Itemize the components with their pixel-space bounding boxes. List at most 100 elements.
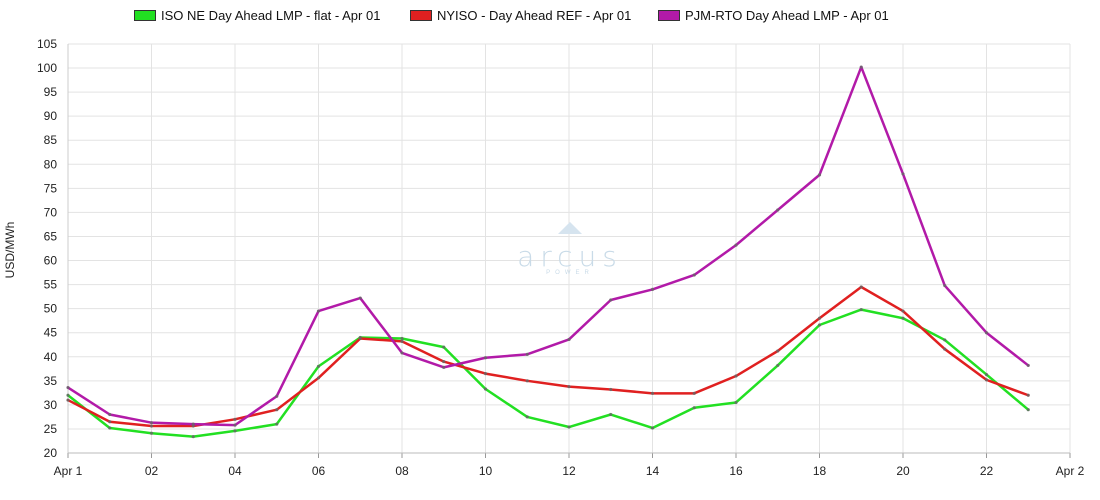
watermark-caret-icon	[558, 222, 582, 234]
x-tick-label: 20	[896, 464, 910, 478]
data-point	[275, 422, 279, 426]
y-tick-label: 90	[44, 109, 58, 123]
data-point	[734, 400, 738, 405]
legend-item-pjm[interactable]: PJM-RTO Day Ahead LMP - Apr 01	[658, 8, 889, 23]
data-point	[1026, 363, 1030, 368]
data-point	[901, 309, 905, 313]
data-point	[191, 422, 195, 426]
data-point	[776, 363, 780, 368]
data-point	[692, 391, 696, 395]
data-point	[442, 345, 446, 349]
data-point	[149, 431, 154, 435]
data-point	[316, 309, 321, 313]
x-tick-label: 14	[646, 464, 660, 478]
x-tick-label: 12	[562, 464, 576, 478]
data-point	[483, 372, 488, 376]
y-axis-title: USD/MWh	[3, 221, 17, 279]
data-point	[108, 412, 112, 417]
data-point	[692, 406, 696, 410]
x-tick-label: 08	[395, 464, 409, 478]
data-point	[984, 372, 989, 377]
data-point	[817, 316, 822, 320]
data-point	[609, 387, 613, 392]
x-tick-label: Apr 2	[1056, 464, 1085, 478]
data-point	[275, 394, 279, 398]
data-point	[1026, 408, 1030, 412]
data-point	[943, 283, 947, 288]
data-point	[901, 172, 905, 176]
y-tick-label: 45	[44, 326, 58, 340]
y-tick-label: 30	[44, 398, 58, 412]
data-point	[859, 65, 863, 69]
legend-item-nyiso[interactable]: NYISO - Day Ahead REF - Apr 01	[410, 8, 631, 23]
y-tick-label: 100	[37, 61, 57, 75]
watermark-brand: arcus	[517, 240, 623, 273]
x-tick-label: 16	[729, 464, 743, 478]
x-tick-label: 02	[145, 464, 159, 478]
data-point	[650, 391, 655, 395]
data-point	[400, 351, 404, 355]
data-point	[483, 356, 488, 360]
data-point	[233, 429, 237, 433]
data-point	[400, 336, 404, 341]
legend-swatch-iso-ne	[134, 10, 156, 21]
data-point	[567, 425, 571, 429]
y-axis-title-wrap: USD/MWh	[0, 200, 20, 300]
legend-label-iso-ne: ISO NE Day Ahead LMP - flat - Apr 01	[161, 8, 381, 23]
legend-label-pjm: PJM-RTO Day Ahead LMP - Apr 01	[685, 8, 889, 23]
data-point	[567, 337, 571, 342]
chart-legend: ISO NE Day Ahead LMP - flat - Apr 01 NYI…	[0, 8, 1100, 28]
data-point	[609, 412, 613, 417]
x-tick-label: 10	[479, 464, 493, 478]
data-point	[650, 287, 655, 291]
y-tick-label: 60	[44, 254, 58, 268]
data-point	[525, 415, 529, 419]
data-point	[650, 426, 655, 430]
y-tick-label: 35	[44, 374, 58, 388]
data-point	[817, 323, 822, 327]
data-point	[1026, 393, 1030, 397]
data-point	[149, 424, 154, 428]
data-point	[66, 398, 70, 402]
chart-grid	[67, 43, 1071, 454]
data-point	[400, 339, 404, 343]
data-point	[66, 385, 70, 390]
data-point	[943, 347, 947, 351]
data-point	[275, 408, 279, 412]
y-tick-label: 50	[44, 302, 58, 316]
chart-axes: 20 25 30 35 40 45 50 55 60 65 70 75 80 85 90 95 100 105 Ap…	[37, 37, 1085, 478]
legend-item-iso-ne[interactable]: ISO NE Day Ahead LMP - flat - Apr 01	[134, 8, 380, 23]
x-tick-label: Apr 1	[54, 464, 83, 478]
legend-swatch-nyiso	[410, 10, 432, 21]
data-point	[609, 298, 613, 302]
data-point	[525, 352, 529, 356]
data-point	[358, 336, 362, 341]
y-tick-label: 20	[44, 446, 58, 460]
arcus-power-watermark: arcus POWER	[512, 222, 628, 282]
data-point	[233, 423, 237, 427]
data-point	[734, 374, 738, 378]
data-point	[316, 364, 321, 368]
y-tick-label: 65	[44, 229, 58, 243]
x-tick-label: 06	[312, 464, 326, 478]
data-point	[817, 173, 822, 177]
data-point	[943, 338, 947, 342]
data-point	[108, 426, 112, 430]
series-line-2	[66, 65, 1030, 427]
chart-series	[66, 65, 1030, 439]
y-tick-label: 55	[44, 278, 58, 292]
data-point	[901, 316, 905, 320]
watermark-sub: POWER	[546, 270, 594, 276]
data-point	[859, 285, 863, 289]
data-point	[149, 421, 154, 425]
data-point	[66, 393, 70, 397]
y-tick-label: 70	[44, 205, 58, 219]
data-point	[984, 331, 989, 335]
legend-swatch-pjm	[658, 10, 680, 21]
data-point	[692, 273, 696, 277]
y-tick-label: 105	[37, 37, 57, 51]
y-tick-label: 40	[44, 350, 58, 364]
data-point	[442, 365, 446, 369]
y-tick-label: 75	[44, 181, 58, 195]
data-point	[358, 296, 362, 300]
